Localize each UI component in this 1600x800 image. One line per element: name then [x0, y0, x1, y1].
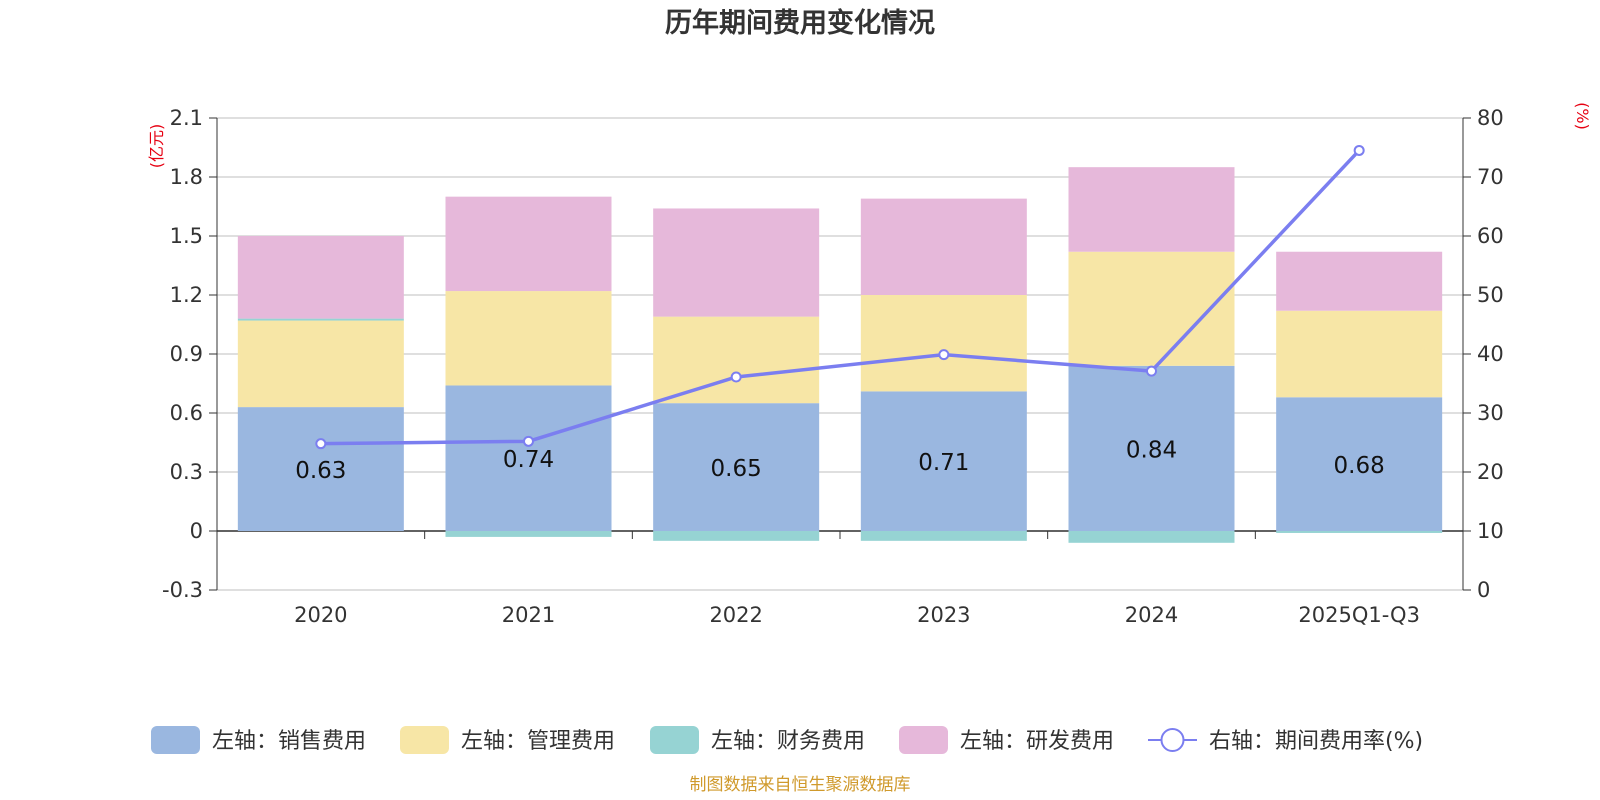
- x-tick-label: 2024: [1125, 603, 1178, 627]
- bar-segment[interactable]: [1276, 251, 1443, 311]
- rate-line: [315, 144, 1365, 450]
- right-tick-label: 40: [1477, 342, 1504, 366]
- left-tick-label: 1.2: [170, 283, 203, 307]
- legend-item[interactable]: 左轴：财务费用: [650, 726, 865, 754]
- data-labels: 0.63 0.74 0.65 0.71 0.84 0.68: [295, 437, 1385, 484]
- legend-label: 左轴：财务费用: [711, 729, 865, 754]
- left-tick-label: 1.8: [170, 165, 203, 189]
- x-tick-label: 2023: [917, 603, 970, 627]
- bar-segment[interactable]: [445, 385, 612, 531]
- sales-value-label: 0.68: [1334, 453, 1385, 479]
- legend-marker: [1160, 728, 1185, 752]
- bar-segment[interactable]: [445, 531, 612, 537]
- bar-segment[interactable]: [1068, 167, 1235, 252]
- legend-label: 左轴：研发费用: [960, 729, 1114, 754]
- legend[interactable]: 左轴：销售费用 左轴：管理费用 左轴：财务费用 左轴：研发费用 右轴：期间费用率(%): [151, 726, 1423, 754]
- right-tick-label: 60: [1477, 224, 1504, 248]
- bar-segment[interactable]: [860, 391, 1027, 531]
- right-tick-label: 80: [1477, 106, 1504, 130]
- x-tick-label: 2020: [294, 603, 347, 627]
- rate-point[interactable]: [315, 438, 327, 450]
- left-tick-label: 1.5: [170, 224, 203, 248]
- axes: 2.1 1.8 1.5 1.2 0.9 0.6 0.3 0 -0.3 80 70 60 50 40 30 20…: [162, 106, 1504, 627]
- bar-segment[interactable]: [1276, 310, 1443, 398]
- sales-value-label: 0.74: [503, 447, 554, 473]
- bar-segment[interactable]: [1068, 531, 1235, 543]
- bar-segment[interactable]: [1068, 251, 1235, 366]
- right-tick-label: 50: [1477, 283, 1504, 307]
- bar-segment[interactable]: [653, 403, 820, 531]
- legend-label: 左轴：管理费用: [461, 729, 615, 754]
- left-tick-label: 0.9: [170, 342, 203, 366]
- bar-segment[interactable]: [653, 531, 820, 541]
- bar-segment[interactable]: [1068, 365, 1235, 531]
- right-axis-unit: (%): [1573, 102, 1592, 130]
- grid: [217, 117, 1463, 591]
- bar-segment[interactable]: [237, 318, 404, 321]
- legend-item[interactable]: 左轴：管理费用: [400, 726, 615, 754]
- rate-point[interactable]: [938, 349, 950, 361]
- left-tick-label: 2.1: [170, 106, 203, 130]
- legend-swatch: [650, 726, 699, 754]
- right-tick-label: 10: [1477, 519, 1504, 543]
- bar-segment[interactable]: [860, 295, 1027, 392]
- right-tick-label: 70: [1477, 165, 1504, 189]
- left-tick-label: 0.6: [170, 401, 203, 425]
- bar-segment[interactable]: [237, 320, 404, 408]
- bar-segment[interactable]: [237, 407, 404, 531]
- sales-value-label: 0.84: [1126, 437, 1177, 463]
- x-tick-label: 2022: [709, 603, 762, 627]
- rate-point[interactable]: [730, 371, 742, 383]
- right-tick-label: 0: [1477, 578, 1490, 602]
- legend-swatch: [151, 726, 200, 754]
- legend-item[interactable]: 左轴：研发费用: [899, 726, 1114, 754]
- bar-segment[interactable]: [1276, 531, 1443, 533]
- rate-point[interactable]: [1353, 144, 1365, 156]
- rate-line-path: [320, 149, 1361, 446]
- right-tick-label: 20: [1477, 460, 1504, 484]
- bar-segment[interactable]: [445, 291, 612, 386]
- bar-segment[interactable]: [860, 198, 1027, 295]
- left-tick-label: 0: [190, 519, 203, 543]
- right-tick-label: 30: [1477, 401, 1504, 425]
- source-note: 制图数据来自恒生聚源数据库: [690, 775, 911, 795]
- legend-item[interactable]: 右轴：期间费用率(%): [1148, 728, 1423, 754]
- sales-value-label: 0.71: [918, 450, 969, 476]
- bar-segment[interactable]: [1276, 397, 1443, 531]
- bar-segment[interactable]: [653, 316, 820, 404]
- legend-swatch: [400, 726, 449, 754]
- x-tick-label: 2025Q1-Q3: [1298, 603, 1420, 627]
- left-tick-label: -0.3: [162, 578, 203, 602]
- legend-item[interactable]: 左轴：销售费用: [151, 726, 366, 754]
- bar-segment[interactable]: [860, 531, 1027, 541]
- left-axis-unit: (亿元): [147, 124, 166, 169]
- legend-swatch: [899, 726, 948, 754]
- bar-segment[interactable]: [237, 236, 404, 319]
- bar-segment[interactable]: [653, 208, 820, 317]
- sales-value-label: 0.65: [711, 456, 762, 482]
- bars: [237, 167, 1443, 543]
- bar-segment[interactable]: [445, 196, 612, 292]
- legend-label: 左轴：销售费用: [212, 729, 366, 754]
- rate-point[interactable]: [1146, 365, 1157, 377]
- rate-point[interactable]: [523, 435, 534, 447]
- sales-value-label: 0.63: [295, 458, 346, 484]
- legend-label: 右轴：期间费用率(%): [1209, 729, 1423, 754]
- x-tick-label: 2021: [502, 603, 555, 627]
- chart-title: 历年期间费用变化情况: [665, 7, 935, 39]
- left-tick-label: 0.3: [170, 460, 203, 484]
